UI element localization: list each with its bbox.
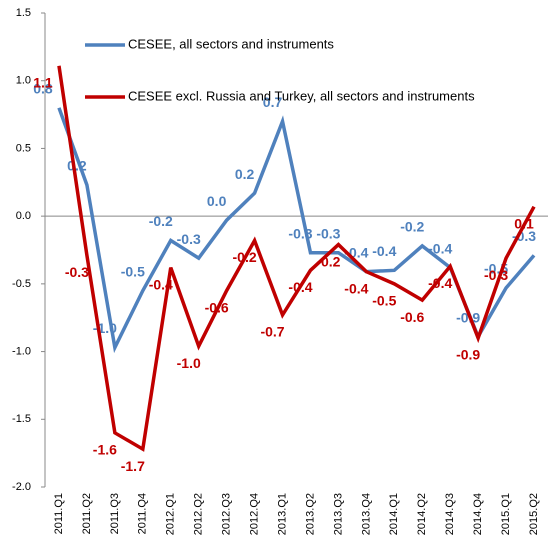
value-label: -0.5 [121, 263, 145, 279]
x-tick-label: 2014.Q1 [388, 493, 400, 535]
x-tick-label: 2015.Q1 [500, 493, 512, 535]
line-series [57, 65, 536, 452]
value-label: -0.6 [400, 309, 424, 325]
x-tick-label: 2011.Q2 [81, 493, 93, 534]
value-label: -0.2 [400, 219, 424, 235]
value-label: -0.6 [205, 299, 229, 315]
value-label: -0.3 [512, 228, 536, 244]
value-label: -1.7 [121, 458, 145, 474]
value-label: 0.7 [263, 94, 283, 110]
y-tick-label: -2.0 [12, 481, 31, 493]
y-tick-label: -1.0 [12, 345, 31, 357]
value-label: -0.3 [65, 264, 89, 280]
value-label: -1.6 [93, 442, 117, 458]
value-label: -0.5 [372, 293, 396, 309]
value-label: -0.2 [149, 213, 173, 229]
x-tick-label: 2014.Q4 [472, 493, 484, 535]
value-label: 0.2 [67, 158, 87, 174]
x-tick-label: 2012.Q1 [165, 493, 177, 535]
y-tick-label: 0.0 [16, 210, 31, 222]
value-label: 0.2 [235, 166, 255, 182]
legend-label: CESEE, all sectors and instruments [128, 36, 334, 51]
value-label: -0.3 [484, 267, 508, 283]
y-tick-label: 1.0 [16, 75, 31, 87]
value-label: -0.3 [316, 225, 340, 241]
x-tick-label: 2013.Q1 [276, 493, 288, 535]
x-tick-label: 2013.Q2 [304, 493, 316, 535]
value-label: -0.2 [233, 249, 257, 265]
y-tick-label: 0.5 [16, 142, 31, 154]
x-tick-label: 2012.Q4 [248, 493, 260, 535]
y-tick-label: -1.5 [12, 413, 31, 425]
x-tick-label: 2013.Q3 [332, 493, 344, 535]
x-tick-label: 2011.Q4 [137, 493, 149, 534]
value-label: -1.0 [177, 355, 201, 371]
value-label: -0.7 [260, 324, 284, 340]
value-label: -0.4 [428, 275, 452, 291]
value-label: -0.4 [149, 276, 173, 292]
x-tick-label: 2013.Q4 [360, 493, 372, 535]
value-label: 0.1 [514, 215, 534, 231]
y-tick-label: 1.5 [16, 7, 31, 19]
value-label: -0.4 [288, 279, 312, 295]
x-tick-label: 2015.Q2 [528, 493, 540, 535]
value-label: -0.4 [344, 280, 368, 296]
x-tick-label: 2012.Q3 [221, 493, 233, 535]
value-label: -0.9 [456, 347, 480, 363]
x-tick-label: 2012.Q2 [193, 493, 205, 535]
value-label: -0.4 [428, 240, 452, 256]
value-label: -0.3 [177, 231, 201, 247]
value-label: -0.2 [316, 253, 340, 269]
value-label: 0.8 [33, 81, 53, 97]
value-label: -0.4 [372, 243, 396, 259]
x-tick-label: 2014.Q2 [416, 493, 428, 535]
value-label: -0.3 [288, 225, 312, 241]
value-label: 0.0 [207, 193, 227, 209]
x-tick-label: 2014.Q3 [444, 493, 456, 535]
legend-label: CESEE excl. Russia and Turkey, all secto… [128, 88, 475, 103]
value-label: 1.1 [33, 75, 53, 91]
y-tick-label: -0.5 [12, 278, 31, 290]
x-tick-label: 2011.Q3 [109, 493, 121, 534]
x-tick-label: 2011.Q1 [53, 493, 65, 534]
